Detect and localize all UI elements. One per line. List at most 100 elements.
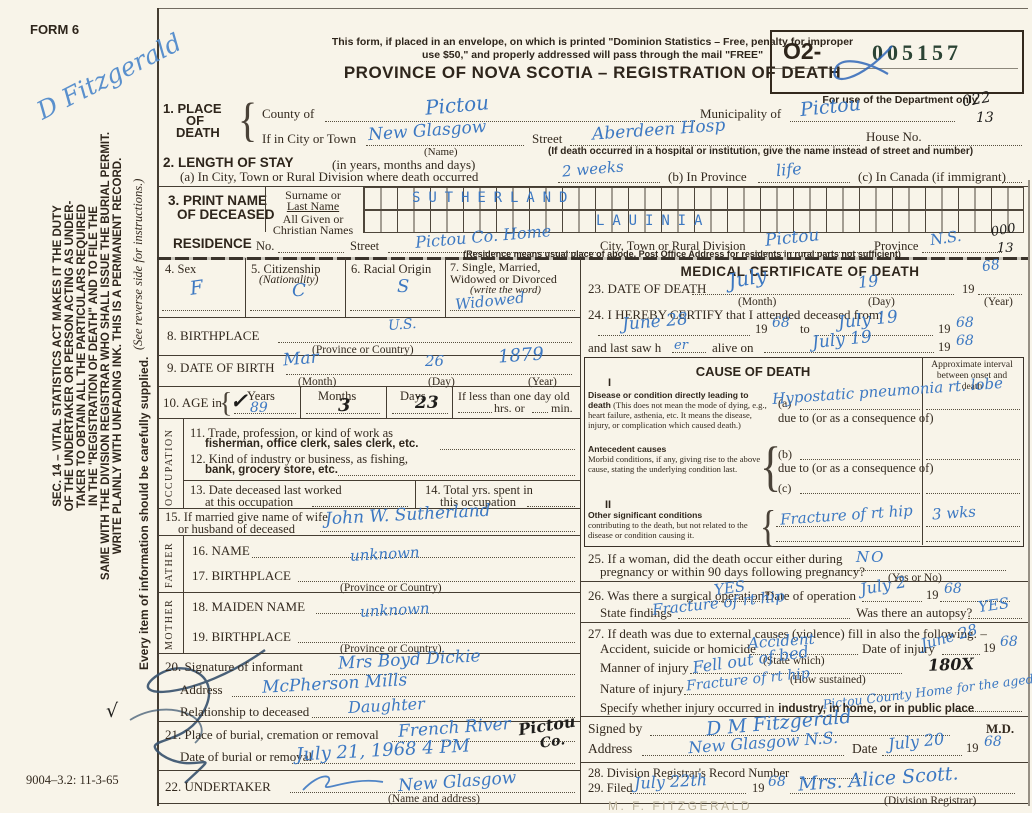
- street-label: Street: [532, 131, 563, 146]
- stay-b-label: (b) In Province: [668, 169, 747, 184]
- residence-label: RESIDENCE: [173, 236, 252, 251]
- birthplace-hint: (Province or Country): [312, 344, 414, 356]
- alive-on-label: alive on: [712, 340, 754, 355]
- dotted-line: [800, 778, 862, 779]
- dotted-line: [306, 413, 380, 414]
- division-registrar-hint: (Division Registrar): [884, 795, 977, 807]
- stay-c-label: (c) In Canada (if immigrant): [858, 169, 1006, 184]
- year-19-printed: 19: [752, 781, 765, 795]
- divider: [922, 357, 923, 545]
- registrar-signature-handwritten: Mrs. Alice Scott.: [797, 762, 960, 796]
- citizenship-value-handwritten: C: [292, 280, 306, 301]
- code-180x-handwritten: 180X: [927, 654, 975, 675]
- dotted-line: [292, 763, 575, 764]
- divider: [386, 386, 387, 418]
- dotted-line: [316, 613, 575, 614]
- checkmark: ✓: [230, 388, 248, 413]
- industry-label-line2: bank, grocery store, etc.: [205, 464, 338, 476]
- divider: [157, 508, 580, 509]
- residence-province-value-handwritten: N.S.: [928, 226, 963, 250]
- interval-header: Approximate interval be­tween onset and …: [931, 360, 1013, 392]
- cause-a-label: (a): [778, 396, 792, 410]
- dotted-line: [678, 618, 850, 619]
- divider: [580, 581, 1028, 582]
- dotted-line: [325, 121, 695, 122]
- street-value-handwritten: Aberdeen Hosp: [591, 115, 726, 145]
- brace-glyph: {: [760, 503, 777, 552]
- less-than-day-label: If less than one day old: [458, 389, 570, 403]
- dotted-line: [978, 294, 1022, 295]
- autopsy-label: Was there an autopsy?: [856, 605, 973, 620]
- department-note: For use of the Department only: [822, 94, 978, 106]
- burial-place-label: 21. Place of burial, cremation or remova…: [165, 727, 379, 742]
- pregnancy-label-line1: 25. If a woman, did the death occur eith…: [588, 551, 843, 566]
- divider: [452, 386, 453, 418]
- date-of-death-label: 23. DATE OF DEATH: [588, 281, 707, 296]
- field3-label-line1: 3. PRINT NAME: [168, 193, 268, 208]
- informant-label: 20. Signature of informant: [165, 659, 303, 674]
- divider: [157, 592, 580, 593]
- total-years-label-line2: this occupation: [440, 495, 517, 509]
- divider: [245, 258, 246, 317]
- year-19-printed: 19: [926, 588, 939, 602]
- dotted-line: [758, 182, 850, 183]
- spouse-label-line1: 15. If married give name of wife: [165, 510, 328, 524]
- md-label: M.D.: [986, 721, 1015, 736]
- state-findings-label: State findings: [600, 605, 672, 620]
- dotted-line: [330, 674, 575, 675]
- divider: [415, 480, 416, 508]
- dotted-line: [940, 601, 1010, 602]
- citizenship-hint: (Nationality): [259, 274, 319, 286]
- how-sustained-hint: (How sustained): [790, 674, 866, 686]
- cause-b-label: (b): [778, 447, 792, 461]
- dotted-line: [290, 792, 575, 793]
- manner-of-injury-label: Manner of injury: [600, 660, 689, 675]
- maiden-name-value-handwritten: unknown: [359, 599, 431, 621]
- divider: [300, 386, 301, 418]
- due-to-b-label: due to (or as a consequence of): [778, 461, 934, 475]
- dotted-line: [278, 342, 572, 343]
- dotted-line: [1002, 182, 1022, 183]
- divider: [157, 186, 1028, 187]
- dotted-line: [922, 252, 1002, 253]
- dotted-line: [790, 121, 955, 122]
- dotted-line: [440, 449, 575, 450]
- dotted-line: [250, 310, 340, 311]
- field1-label-line1: 1. PLACE: [163, 101, 222, 116]
- dotted-line: [650, 735, 950, 736]
- trade-label-line1: 11. Trade, profession, or kind of work a…: [190, 426, 393, 440]
- certify-label: 24. I HEREBY CERTIFY that I attended dec…: [588, 307, 883, 322]
- city-town-label: If in City or Town: [262, 131, 357, 146]
- divider: [183, 535, 184, 592]
- sidebar-every-item-note: Every item of information should be care…: [137, 356, 151, 670]
- top-border-line: [157, 8, 1028, 9]
- pictou-co-stamp-line2: Co.: [538, 732, 567, 752]
- death-day-value-handwritten: 19: [857, 270, 880, 293]
- field2-label-hint: (in years, months and days): [332, 157, 476, 172]
- given-names-label-line1: All Given or: [282, 212, 344, 226]
- dob-day-value-handwritten: 26: [425, 352, 445, 370]
- signed-date-label: Date: [852, 741, 878, 756]
- dotted-line: [252, 557, 575, 558]
- dotted-line: [958, 711, 1022, 712]
- last-saw-label: and last saw h: [588, 340, 662, 355]
- dotted-line: [776, 541, 920, 542]
- dotted-line: [926, 409, 1020, 410]
- industry-label-line1: 12. Kind of industry or business, as fis…: [190, 452, 409, 466]
- county-value-handwritten: Pictou: [424, 90, 490, 120]
- dotted-line: [882, 755, 962, 756]
- stay-a-value-handwritten: 2 weeks: [561, 157, 625, 181]
- dob-month-value-handwritten: Mar: [282, 347, 320, 371]
- dob-year-hint: (Year): [528, 376, 557, 388]
- dotted-line: [928, 145, 1022, 146]
- disease-normal-text: (This does not mean the mode of dying, e…: [588, 400, 767, 430]
- dotted-line: [338, 475, 575, 476]
- field1-label-line3: DEATH: [176, 125, 220, 140]
- dotted-line: [926, 541, 1020, 542]
- dotted-line: [800, 493, 920, 494]
- sex-value-handwritten: F: [188, 276, 205, 300]
- divider: [157, 653, 580, 654]
- residence-city-value-handwritten: Pictou: [764, 225, 821, 251]
- dotted-line: [690, 673, 902, 674]
